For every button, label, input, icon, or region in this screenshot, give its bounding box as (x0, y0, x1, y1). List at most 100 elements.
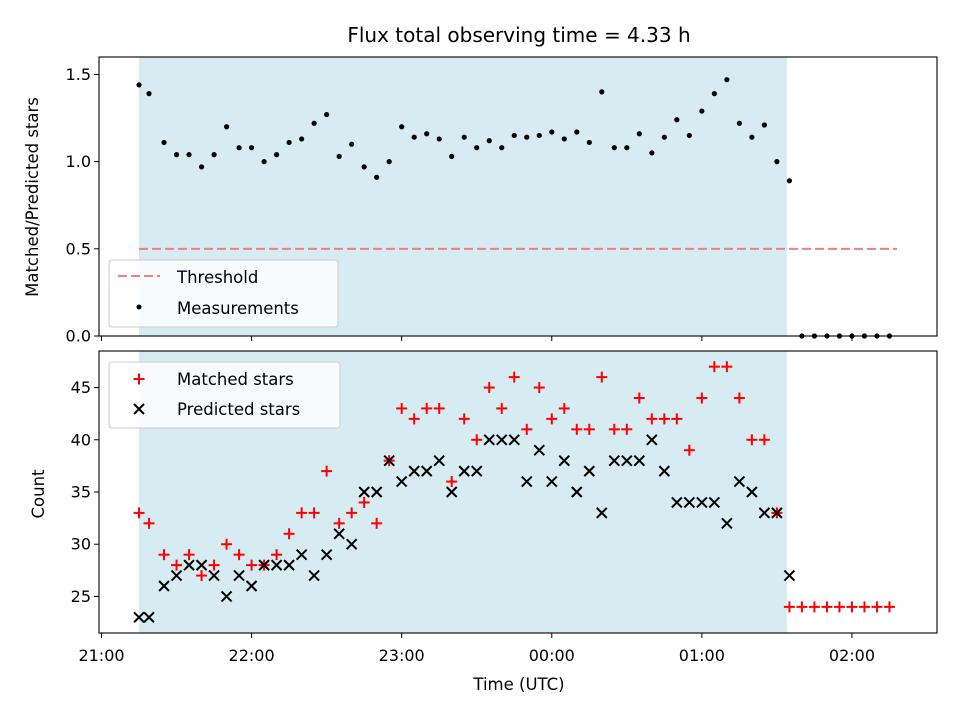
predicted-star-point (345, 538, 358, 550)
count-legend-box (108, 361, 341, 429)
matched-legend-handle (133, 373, 145, 385)
predicted-star-point (646, 434, 658, 446)
measurement-point (186, 152, 192, 158)
matched-star-point (233, 549, 245, 561)
matched-star-point (321, 465, 333, 477)
y-tick-label: 45 (71, 378, 91, 397)
predicted-star-point (633, 454, 646, 467)
measurement-point (486, 138, 492, 144)
predicted-star-point (533, 444, 545, 456)
matched-star-point (446, 476, 458, 488)
measurement-point (624, 145, 630, 151)
matched-star-point (758, 434, 770, 446)
measurement-point (449, 153, 455, 159)
measurement-point (274, 152, 280, 158)
matched-star-point (533, 382, 545, 394)
matched-star-point (333, 517, 345, 529)
measurement-point (161, 139, 167, 146)
y-tick-label: 40 (71, 430, 91, 449)
measurement-point (349, 141, 355, 147)
x-axis-label: Time (UTC) (472, 675, 564, 694)
predicted-star-point (521, 475, 533, 488)
matched-star-point (746, 434, 758, 446)
matched-star-point (408, 413, 420, 425)
measurement-point (611, 145, 617, 151)
matched-star-point (458, 413, 470, 425)
predicted-star-point (420, 465, 433, 477)
predicted-star-point (596, 507, 608, 519)
matched-star-point (633, 392, 645, 404)
matched-star-point (833, 601, 845, 613)
ratio-y-axis-label: Matched/Predicted stars (23, 97, 42, 297)
measurement-point (561, 136, 567, 142)
predicted-star-point (258, 559, 270, 571)
matched-star-point (296, 507, 308, 519)
y-tick-label: 1.5 (66, 65, 91, 84)
matched-star-point (371, 517, 383, 529)
y-tick-label: 30 (71, 535, 91, 554)
matched-star-point (483, 382, 495, 394)
measurement-point (711, 91, 717, 97)
ratio-y-ticks: 0.0 0.5 1.0 1.5 (66, 65, 99, 346)
ratio-legend: Threshold Measurements (108, 259, 339, 328)
predicted-star-point (571, 486, 583, 498)
matched-star-points (133, 361, 895, 613)
predicted-star-point (158, 580, 170, 592)
measurement-point (761, 122, 767, 128)
matched-star-point (358, 496, 370, 508)
matched-star-point (696, 392, 708, 404)
matched-star-point (858, 601, 870, 613)
matched-star-point (133, 507, 145, 519)
y-tick-label: 0.0 (66, 327, 91, 346)
measurement-point (411, 134, 417, 140)
matched-star-point (246, 559, 258, 571)
measurement-point (536, 132, 542, 139)
measurement-point (136, 82, 142, 88)
predicted-star-point (758, 507, 771, 519)
x-tick-label: 23:00 (379, 646, 425, 665)
measurement-point (549, 129, 555, 135)
matched-legend-label: Matched stars (177, 370, 294, 389)
measurement-point (399, 124, 405, 130)
matched-star-point (596, 371, 608, 383)
measurement-point (324, 111, 330, 118)
matched-star-point (846, 601, 858, 613)
matched-star-point (271, 549, 283, 561)
x-tick-label: 00:00 (529, 646, 575, 665)
matched-star-point (208, 559, 220, 571)
predicted-star-point (370, 486, 383, 498)
ratio-legend-box (108, 259, 339, 328)
predicted-star-point (195, 559, 208, 571)
measurement-point (524, 134, 530, 140)
measurement-point (724, 77, 730, 83)
predicted-star-point (671, 496, 683, 509)
predicted-star-point (683, 496, 696, 509)
measurement-point (686, 132, 692, 139)
measurement-point (674, 117, 680, 123)
predicted-star-point (220, 590, 233, 603)
threshold-legend-label: Threshold (176, 268, 258, 287)
measurement-point (374, 174, 380, 180)
measurement-point (146, 91, 152, 97)
matched-star-point (308, 507, 320, 519)
matched-star-point (708, 361, 720, 373)
predicted-star-point (721, 517, 733, 530)
predicted-star-point (283, 559, 295, 571)
predicted-star-point (270, 559, 283, 571)
predicted-star-point (771, 507, 783, 519)
y-tick-label: 1.0 (66, 152, 91, 171)
matched-star-point (158, 549, 170, 561)
measurement-point (774, 159, 780, 165)
predicted-star-point (458, 465, 470, 477)
matched-star-point (783, 601, 795, 613)
measurement-point (636, 131, 642, 137)
x-tick-label: 21:00 (78, 646, 124, 665)
matched-star-point (871, 601, 883, 613)
matched-star-point (621, 423, 633, 435)
measurement-point (436, 136, 442, 142)
matched-star-point (558, 402, 570, 414)
matched-star-point (433, 402, 445, 414)
chart-title: Flux total observing time = 4.33 h (347, 23, 690, 47)
measurement-point (236, 145, 242, 151)
